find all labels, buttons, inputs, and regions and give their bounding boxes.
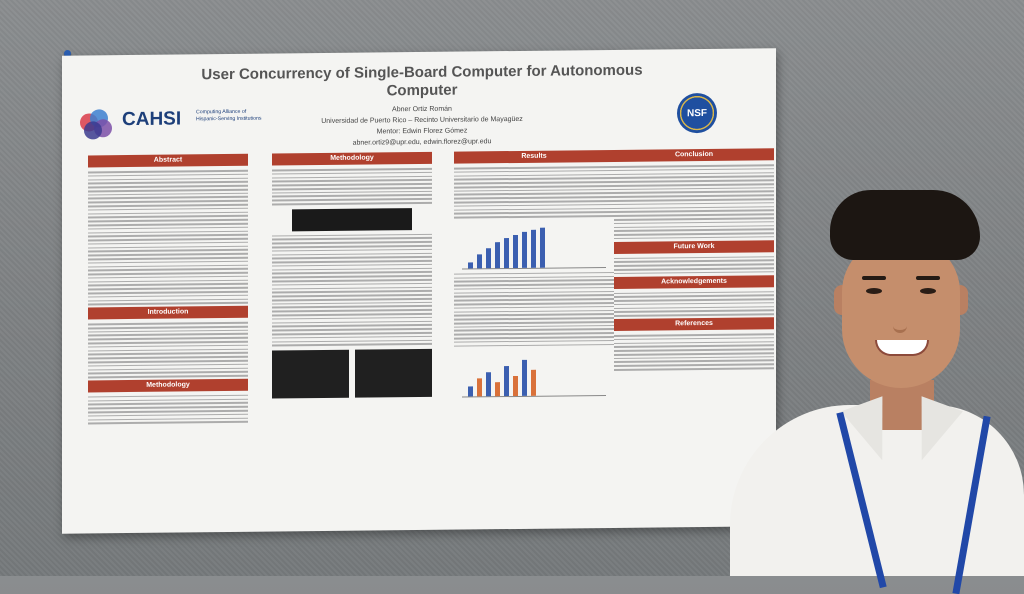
chart-bar [531, 369, 536, 397]
eye [866, 288, 882, 294]
section-conclusion: Conclusion [614, 148, 774, 162]
chart-bar [486, 372, 491, 397]
results-text [454, 165, 614, 219]
pushpin-icon [64, 50, 71, 57]
chart-bar [522, 360, 527, 397]
results-text-2 [454, 271, 614, 347]
chart-bar [468, 262, 473, 269]
emails: abner.ortiz9@upr.edu, edwin.florez@upr.e… [352, 138, 492, 147]
benchmark-screenshot [355, 348, 432, 398]
cahsi-circles-icon [78, 104, 258, 140]
chart-bar [486, 247, 491, 269]
eyebrow [862, 276, 886, 280]
nose [893, 300, 907, 333]
chart-bar [531, 229, 536, 268]
methodology-text-mid [272, 167, 432, 206]
poster-title: User Concurrency of Single-Board Compute… [201, 61, 643, 100]
column-2: Methodology [272, 151, 432, 399]
throughput-chart [462, 349, 606, 398]
chart-bar [513, 376, 518, 397]
cahsi-subtitle: Computing Alliance of Hispanic-Serving I… [196, 108, 262, 122]
section-methodology-left: Methodology [88, 378, 248, 393]
chart-bar [504, 237, 509, 268]
chart-bar [540, 227, 545, 268]
terminal-screenshot [292, 207, 412, 231]
column-1: Abstract Introduction Methodology [88, 153, 248, 427]
chart-bar [477, 254, 482, 269]
research-poster: User Concurrency of Single-Board Compute… [62, 48, 776, 534]
methodology-text-mid-2 [272, 233, 432, 347]
neck [870, 380, 934, 430]
hair [830, 190, 980, 260]
column-3: Results [454, 149, 614, 402]
cahsi-wordmark: CAHSI [122, 108, 182, 131]
abstract-text [88, 169, 248, 306]
chart-bar [513, 234, 518, 268]
chart-bar [504, 366, 509, 397]
face [842, 238, 960, 388]
chart-bar [522, 231, 527, 268]
nsf-logo: NSF [677, 92, 717, 134]
cahsi-logo: CAHSI Computing Alliance of Hispanic-Ser… [78, 104, 261, 140]
chart-bar [495, 382, 500, 397]
section-introduction: Introduction [88, 305, 248, 320]
section-results: Results [454, 149, 614, 164]
eyebrow [916, 276, 940, 280]
methodology-text-left [88, 394, 248, 425]
chart-bar [477, 378, 482, 397]
introduction-text [88, 321, 248, 379]
chart-bar [468, 386, 473, 397]
benchmark-screenshot [272, 349, 349, 399]
eye [920, 288, 936, 294]
chart-bar [495, 241, 500, 268]
section-methodology-mid: Methodology [272, 151, 432, 166]
author-block: Abner Ortiz Román Universidad de Puerto … [292, 103, 552, 150]
benchmark-screenshots [272, 348, 432, 399]
section-abstract: Abstract [88, 153, 248, 168]
cpu-load-chart [462, 220, 606, 270]
smile [875, 340, 929, 356]
presenter-person [730, 190, 1024, 594]
